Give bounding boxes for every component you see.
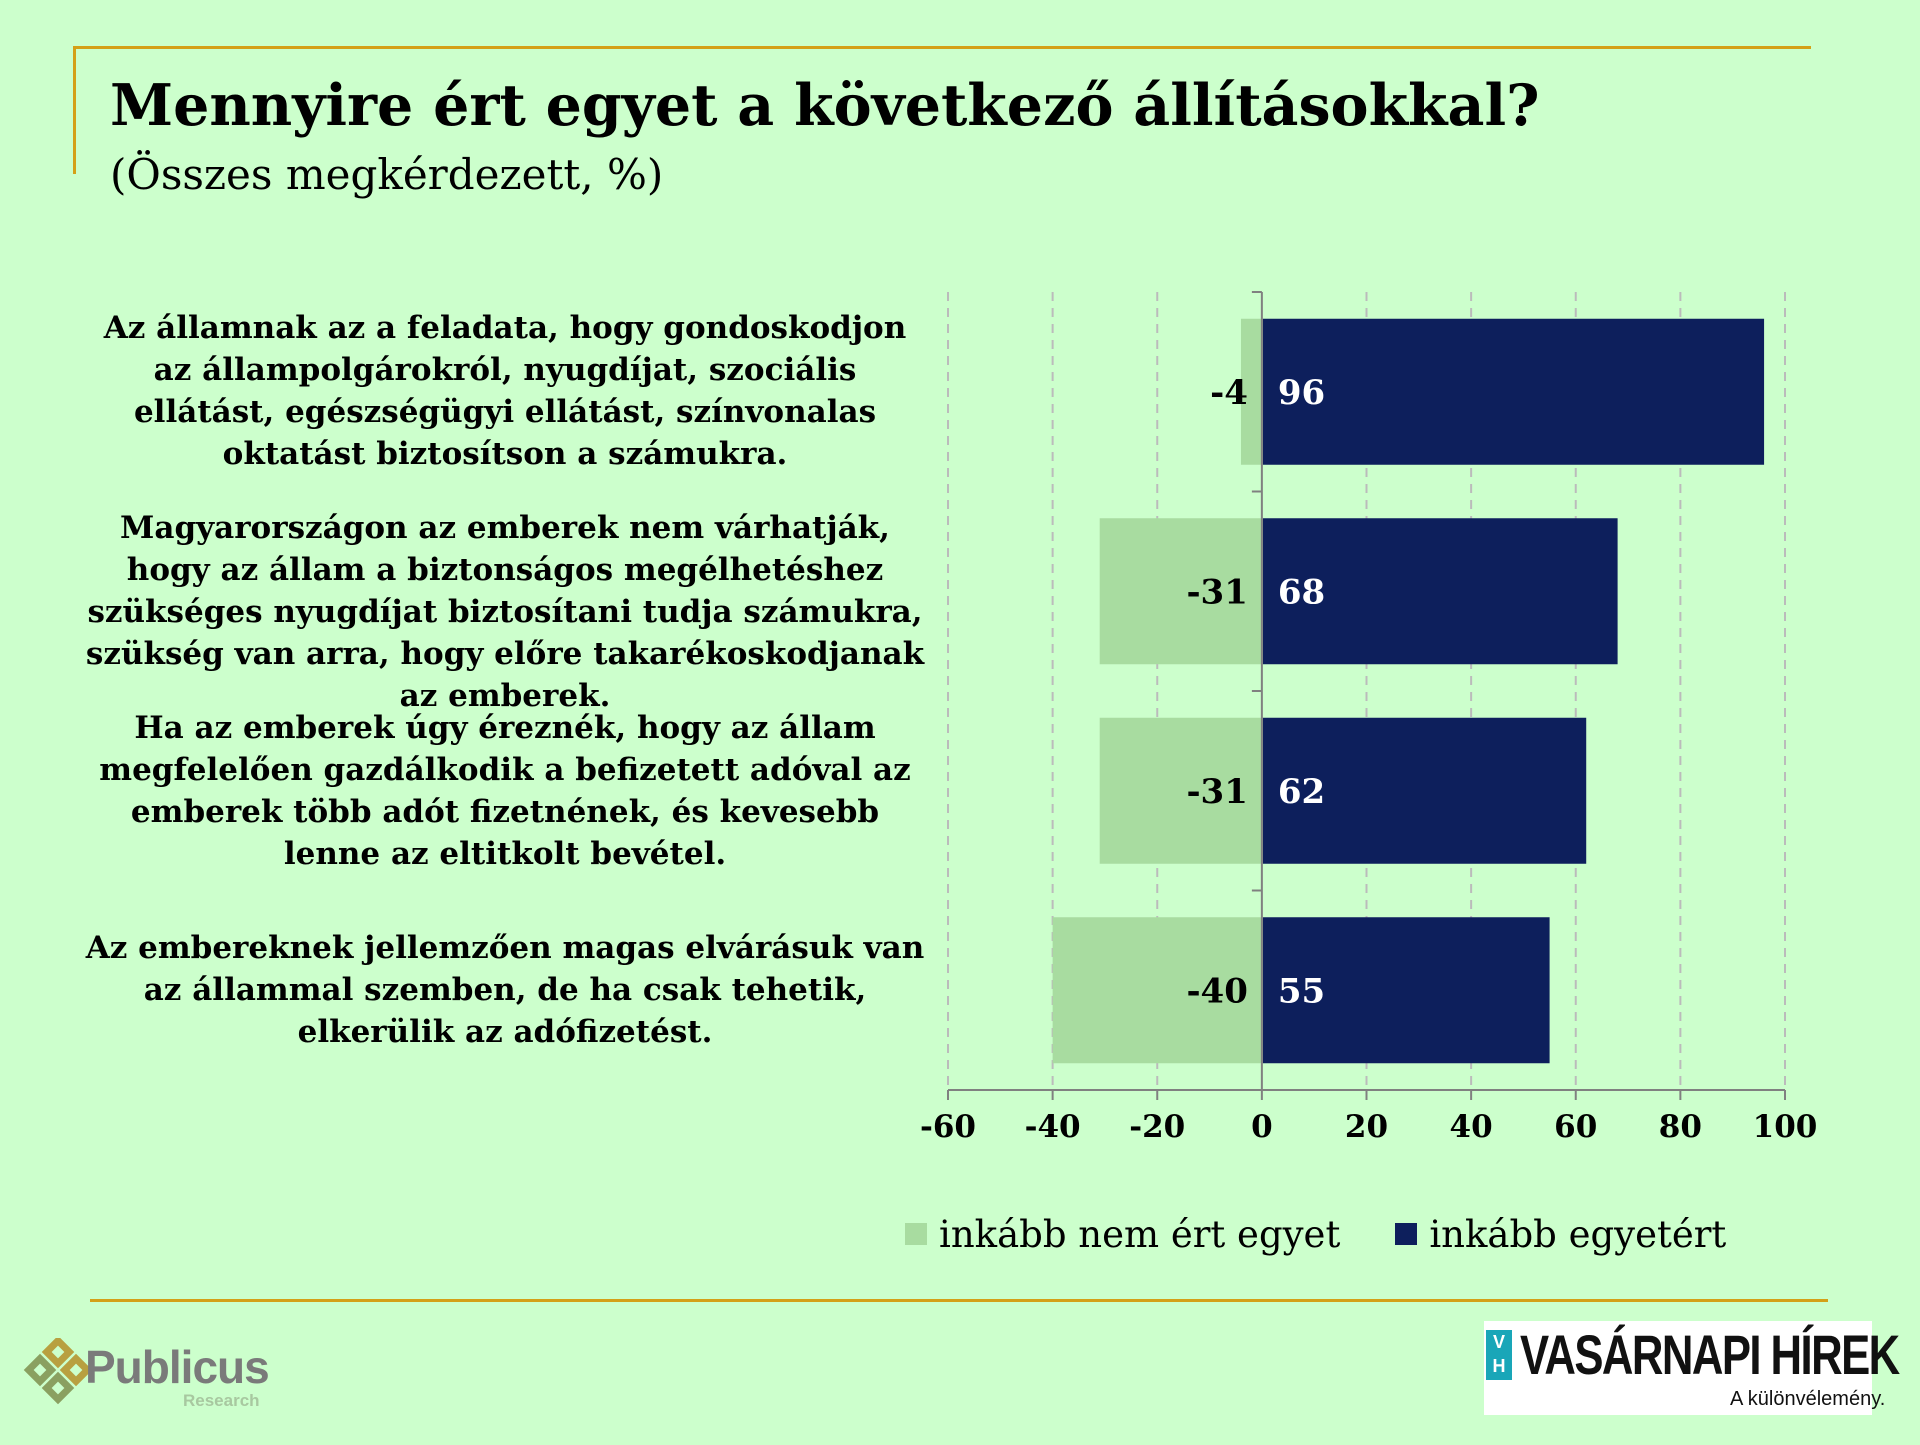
legend-item-agree: inkább egyetért xyxy=(1395,1213,1726,1256)
legend: inkább nem ért egyet inkább egyetért xyxy=(905,1210,1781,1258)
legend-swatch xyxy=(1395,1223,1418,1245)
category-label: Magyarországon az emberek nem várhatják,… xyxy=(85,510,925,714)
publicus-logo-icon xyxy=(23,1338,93,1405)
vh-name: VASÁRNAPI HÍREK xyxy=(1520,1323,1900,1386)
x-tick-label: 60 xyxy=(1554,1109,1597,1145)
x-tick-label: -60 xyxy=(920,1109,976,1145)
data-label-disagree: -40 xyxy=(1186,971,1247,1011)
legend-label: inkább nem ért egyet xyxy=(939,1212,1341,1256)
legend-label: inkább egyetért xyxy=(1429,1212,1727,1256)
bar-agree xyxy=(1262,518,1618,665)
data-label-agree: 68 xyxy=(1278,572,1325,612)
bar-disagree xyxy=(1240,318,1262,465)
data-label-agree: 62 xyxy=(1278,772,1325,812)
x-tick-label: 20 xyxy=(1345,1109,1388,1145)
chart-title: Mennyire ért egyet a következő állítások… xyxy=(110,72,1540,139)
category-label: Az embereknek jellemzően magas elvárásuk… xyxy=(85,930,925,1050)
category-label: Ha az emberek úgy éreznék, hogy az állam… xyxy=(99,710,911,872)
x-tick-label: 0 xyxy=(1251,1109,1273,1145)
bar-disagree xyxy=(1052,917,1262,1064)
top-rule xyxy=(73,46,1811,49)
data-label-disagree: -31 xyxy=(1186,772,1247,812)
x-tick-label: 100 xyxy=(1753,1109,1818,1145)
publicus-name: Publicus xyxy=(85,1341,270,1393)
x-tick-label: -20 xyxy=(1129,1109,1185,1145)
data-label-agree: 55 xyxy=(1278,971,1325,1011)
data-label-disagree: -31 xyxy=(1186,572,1247,612)
legend-swatch xyxy=(905,1223,927,1245)
chart-subtitle: (Összes megkérdezett, %) xyxy=(110,150,664,199)
bottom-rule xyxy=(90,1299,1828,1302)
publicus-sub: Research xyxy=(183,1391,260,1410)
left-rule xyxy=(73,46,76,174)
vh-badge: V H xyxy=(1486,1330,1512,1380)
data-label-disagree: -4 xyxy=(1210,373,1248,413)
vh-tagline: A különvélemény. xyxy=(1730,1388,1886,1410)
data-label-agree: 96 xyxy=(1278,373,1325,413)
bar-agree xyxy=(1262,917,1550,1064)
bar-agree xyxy=(1262,717,1587,864)
bar-disagree xyxy=(1099,518,1262,665)
x-tick-label: 80 xyxy=(1659,1109,1702,1145)
vasarnapi-hirek-logo xyxy=(1484,1321,1872,1415)
bar-agree xyxy=(1262,318,1765,465)
legend-item-disagree: inkább nem ért egyet xyxy=(905,1213,1340,1256)
x-tick-label: 40 xyxy=(1450,1109,1493,1145)
x-tick-label: -40 xyxy=(1025,1109,1081,1145)
category-label: Az államnak az a feladata, hogy gondosko… xyxy=(103,310,907,472)
bar-disagree xyxy=(1099,717,1262,864)
